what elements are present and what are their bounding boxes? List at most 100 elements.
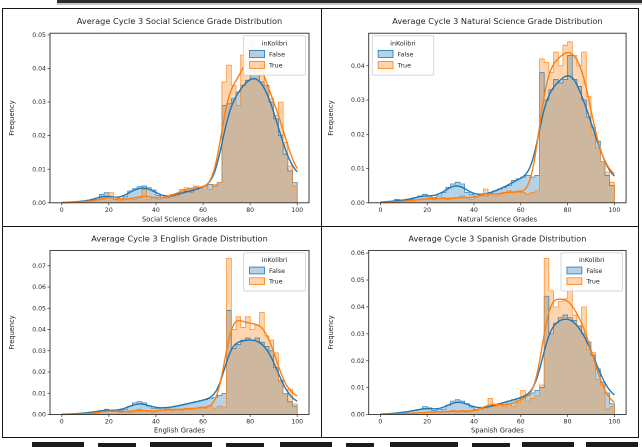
legend-label: True (585, 279, 600, 286)
legend-title: inKolibri (579, 257, 605, 264)
y-tick-label: 0.06 (351, 250, 365, 257)
y-tick-label: 0.06 (32, 284, 46, 291)
y-tick-label: 0.01 (32, 166, 46, 173)
cell-english: 0 20 40 60 80 100 0.00 0.01 0.02 0.03 0.04 0.05 0.06… (3, 227, 322, 437)
cell-spanish: 0 20 40 60 80 100 0.00 0.01 0.02 0.03 0.04 0.05 0.06… (322, 227, 638, 437)
x-tick-label: 20 (423, 207, 431, 214)
chart-social-science-grade-distribution: 0 20 40 60 80 100 0.00 0.01 0.02 0.03 0.04 0.05 Aver… (8, 16, 310, 223)
y-axis-label: Frequency (8, 315, 16, 349)
x-tick-label: 100 (609, 207, 621, 214)
y-tick-label: 0.05 (351, 277, 365, 284)
x-tick-label: 100 (609, 418, 621, 425)
chart-title: Average Cycle 3 Social Science Grade Dis… (77, 16, 282, 26)
y-axis-label: Frequency (327, 315, 335, 349)
x-tick-label: 80 (246, 207, 254, 214)
y-tick-label: 0.02 (32, 369, 46, 376)
legend: inKolibri False True (243, 252, 306, 292)
legend-title: inKolibri (262, 257, 288, 264)
y-axis-label: Frequency (8, 100, 16, 135)
legend-swatch-false (249, 49, 265, 58)
y-tick-label: 0.04 (32, 66, 46, 73)
x-tick-label: 0 (60, 418, 64, 425)
cell-social-science: 0 20 40 60 80 100 0.00 0.01 0.02 0.03 0.04 0.05 Aver… (3, 9, 322, 227)
y-tick-label: 0.00 (351, 200, 365, 207)
legend: inKolibri False True (243, 35, 306, 76)
x-tick-label: 100 (291, 207, 303, 214)
y-tick-label: 0.01 (351, 166, 365, 173)
x-axis-label: Social Science Grades (142, 215, 218, 223)
legend-swatch-true (377, 61, 394, 69)
legend-swatch-false (566, 266, 583, 275)
kde-line-true (61, 319, 298, 416)
x-tick-label: 20 (105, 207, 113, 214)
x-tick-label: 40 (470, 418, 478, 425)
x-axis-label: English Grades (154, 427, 205, 435)
legend-swatch-true (249, 277, 265, 286)
x-tick-label: 80 (246, 418, 254, 425)
kde-line-true (380, 51, 615, 204)
y-tick-label: 0.04 (351, 63, 365, 70)
x-tick-label: 60 (199, 418, 207, 425)
chart-title: Average Cycle 3 Spanish Grade Distributi… (408, 235, 586, 244)
axes-frame (368, 250, 627, 415)
kde-line-true (380, 298, 615, 416)
legend-swatch-false (377, 49, 394, 58)
legend-label: False (269, 268, 285, 275)
kde-line-false (61, 339, 298, 415)
y-tick-label: 0.04 (351, 304, 365, 311)
y-tick-label: 0.03 (32, 99, 46, 106)
kde-line-false (380, 75, 615, 203)
y-tick-label: 0.01 (351, 385, 365, 392)
hist-fill-true (71, 258, 298, 415)
legend-swatch-false (249, 266, 265, 275)
y-tick-label: 0.04 (32, 327, 46, 334)
x-tick-label: 60 (517, 207, 525, 214)
x-tick-label: 40 (152, 207, 160, 214)
legend-swatch-true (249, 61, 265, 69)
x-tick-label: 60 (199, 207, 207, 214)
y-tick-label: 0.00 (351, 412, 365, 419)
y-tick-label: 0.02 (32, 133, 46, 140)
x-tick-label: 0 (378, 418, 382, 425)
legend-label: False (586, 268, 602, 275)
x-tick-label: 80 (564, 207, 572, 214)
y-tick-label: 0.00 (32, 200, 46, 207)
legend-label: True (268, 279, 283, 286)
y-tick-label: 0.05 (32, 305, 46, 312)
charts-table: 0 20 40 60 80 100 0.00 0.01 0.02 0.03 0.04 0.05 Aver… (2, 8, 639, 438)
hist-fill-false (385, 296, 615, 415)
y-tick-label: 0.03 (351, 331, 365, 338)
x-tick-label: 40 (152, 418, 160, 425)
hist-fill-true (389, 258, 615, 415)
kde-line-false (61, 77, 298, 204)
x-tick-label: 20 (423, 418, 431, 425)
legend-label: False (269, 50, 285, 58)
x-tick-label: 0 (378, 207, 382, 214)
chart-spanish-grade-distribution: 0 20 40 60 80 100 0.00 0.01 0.02 0.03 0.04 0.05 0.06… (327, 235, 627, 435)
legend-label: True (397, 61, 412, 69)
x-axis-label: Spanish Grades (471, 427, 524, 435)
axes-frame (49, 250, 310, 415)
hist-fill-false (66, 70, 298, 203)
cropped-element-above-shadow (57, 3, 642, 5)
cropped-text-fragments (0, 441, 642, 447)
axes-frame (368, 32, 627, 204)
hist-fill-false (66, 310, 298, 415)
y-tick-label: 0.03 (32, 348, 46, 355)
chart-title: Average Cycle 3 English Grade Distributi… (91, 234, 268, 244)
y-tick-label: 0.02 (351, 358, 365, 365)
x-tick-label: 40 (470, 207, 478, 214)
legend-title: inKolibri (262, 39, 288, 47)
chart-title: Average Cycle 3 Natural Science Grade Di… (392, 16, 602, 26)
legend-label: False (398, 50, 414, 58)
legend-title: inKolibri (390, 39, 416, 47)
y-tick-label: 0.01 (32, 390, 46, 397)
legend-swatch-true (566, 277, 583, 286)
chart-english-grade-distribution: 0 20 40 60 80 100 0.00 0.01 0.02 0.03 0.04 0.05 0.06… (8, 234, 310, 435)
legend: inKolibri False True (560, 252, 623, 292)
cropped-element-above (57, 0, 642, 3)
x-tick-label: 20 (105, 418, 113, 425)
y-tick-label: 0.03 (351, 97, 365, 104)
x-tick-label: 60 (517, 418, 525, 425)
